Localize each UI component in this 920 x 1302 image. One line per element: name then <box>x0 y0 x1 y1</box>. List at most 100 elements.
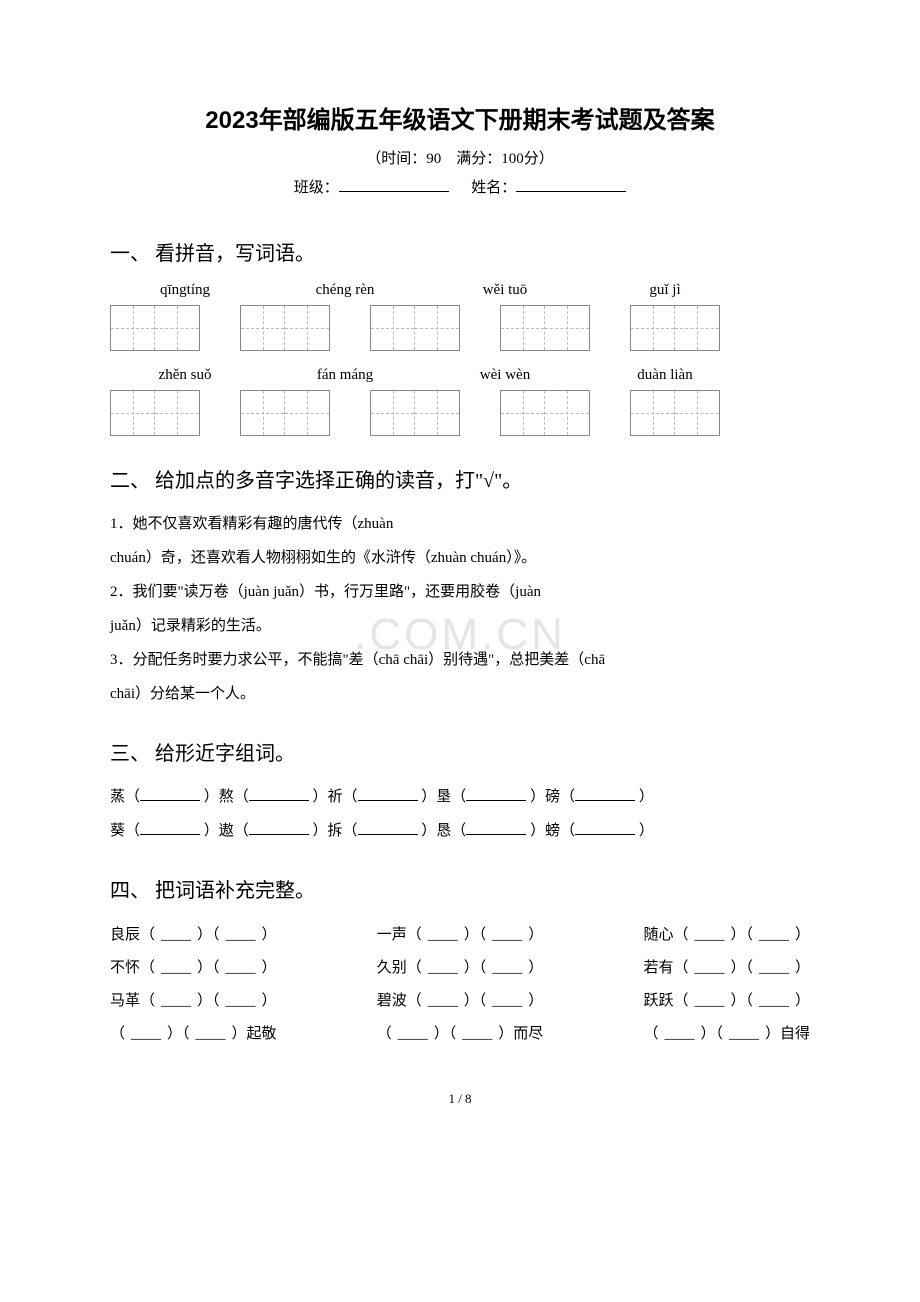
pinyin-label: duàn liàn <box>610 367 720 384</box>
idiom-part: ）起敬 <box>232 1026 277 1042</box>
idiom-part: 马革（ <box>110 993 155 1009</box>
fill-blank[interactable]: ____ <box>486 985 528 1018</box>
char-label: ）拆（ <box>313 823 358 839</box>
pinyin-label: wěi tuō <box>450 282 560 299</box>
idiom-part: 不怀（ <box>110 960 155 976</box>
fill-blank[interactable]: ____ <box>688 919 730 952</box>
fill-blank[interactable]: ____ <box>220 952 262 985</box>
char-grid[interactable] <box>500 390 590 436</box>
fill-blank[interactable] <box>466 786 526 801</box>
fill-blank[interactable]: ____ <box>486 919 528 952</box>
pinyin-row-2: zhěn suǒ fán máng wèi wèn duàn liàn <box>110 367 810 384</box>
fill-blank[interactable]: ____ <box>753 985 795 1018</box>
char-label: 蒸（ <box>110 789 140 805</box>
idiom-part: ） <box>262 993 277 1009</box>
char-label: ） <box>639 789 654 805</box>
pinyin-label: fán máng <box>290 367 400 384</box>
char-grid[interactable] <box>110 390 200 436</box>
pinyin-label: wèi wèn <box>450 367 560 384</box>
name-blank[interactable] <box>516 177 626 192</box>
idiom-part: ）（ <box>464 927 487 943</box>
q2-3b: chāi）分给某一个人。 <box>110 679 810 709</box>
char-grid[interactable] <box>630 305 720 351</box>
fill-blank[interactable] <box>575 820 635 835</box>
fill-blank[interactable]: ____ <box>658 1018 700 1051</box>
char-label: ）遨（ <box>204 823 249 839</box>
char-label: ）恳（ <box>421 823 466 839</box>
section3-row1: 蒸（ ）熬（ ）祈（ ）垦（ ）磅（ ） <box>110 782 810 812</box>
idiom-part: ） <box>262 960 277 976</box>
idiom-row-2: 不怀（____）（____） 久别（____）（____） 若有（____）（_… <box>110 952 810 985</box>
idiom-part: 若有（ <box>643 960 688 976</box>
page-title: 2023年部编版五年级语文下册期末考试题及答案 <box>110 100 810 135</box>
class-blank[interactable] <box>339 177 449 192</box>
q2-1b: chuán）奇，还喜欢看人物栩栩如生的《水浒传（zhuàn chuán）》。 <box>110 543 810 573</box>
idiom-part: （ <box>377 1026 392 1042</box>
idiom-part: （ <box>110 1026 125 1042</box>
char-label: ）磅（ <box>530 789 575 805</box>
fill-blank[interactable]: ____ <box>125 1018 167 1051</box>
idiom-part: ） <box>795 960 810 976</box>
char-grid[interactable] <box>240 390 330 436</box>
fill-blank[interactable] <box>140 786 200 801</box>
char-grid[interactable] <box>240 305 330 351</box>
fill-blank[interactable] <box>140 820 200 835</box>
section3-row2: 葵（ ）遨（ ）拆（ ）恳（ ）螃（ ） <box>110 816 810 846</box>
fill-blank[interactable]: ____ <box>155 985 197 1018</box>
fill-blank[interactable]: ____ <box>155 952 197 985</box>
fill-blank[interactable]: ____ <box>723 1018 765 1051</box>
fill-blank[interactable] <box>249 786 309 801</box>
fill-blank[interactable] <box>466 820 526 835</box>
pinyin-label: chéng rèn <box>290 282 400 299</box>
char-grid[interactable] <box>110 305 200 351</box>
idiom-part: ） <box>795 927 810 943</box>
fill-blank[interactable] <box>358 786 418 801</box>
idiom-part: ） <box>528 927 543 943</box>
fill-blank[interactable]: ____ <box>190 1018 232 1051</box>
q2-3a: 3．分配任务时要力求公平，不能搞"差（chā chāi）别待遇"，总把美差（ch… <box>110 645 810 675</box>
idiom-row-1: 良辰（____）（____） 一声（____）（____） 随心（____）（_… <box>110 919 810 952</box>
idiom-part: ）（ <box>434 1026 457 1042</box>
fill-blank[interactable] <box>249 820 309 835</box>
idiom-part: ）（ <box>464 960 487 976</box>
idiom-part: ） <box>262 927 277 943</box>
fill-blank[interactable]: ____ <box>688 985 730 1018</box>
fill-blank[interactable] <box>358 820 418 835</box>
pinyin-label: guǐ jì <box>610 282 720 299</box>
fill-blank[interactable]: ____ <box>220 985 262 1018</box>
char-grid[interactable] <box>370 390 460 436</box>
idiom-part: ）而尽 <box>498 1026 543 1042</box>
idiom-part: 碧波（ <box>377 993 422 1009</box>
fill-blank[interactable]: ____ <box>753 919 795 952</box>
idiom-part: ）（ <box>197 927 220 943</box>
fill-blank[interactable]: ____ <box>155 919 197 952</box>
pinyin-label: zhěn suǒ <box>130 367 240 384</box>
fill-blank[interactable]: ____ <box>456 1018 498 1051</box>
char-grid[interactable] <box>630 390 720 436</box>
char-grid[interactable] <box>500 305 590 351</box>
section2-title: 二、 给加点的多音字选择正确的读音，打"√"。 <box>110 464 810 493</box>
fill-blank[interactable]: ____ <box>753 952 795 985</box>
idiom-part: ）（ <box>197 960 220 976</box>
time-score: （时间：90 满分：100分） <box>110 147 810 168</box>
name-label: 姓名： <box>471 180 516 196</box>
fill-blank[interactable]: ____ <box>422 919 464 952</box>
idiom-row-4: （____）（____）起敬 （____）（____）而尽 （____）（___… <box>110 1018 810 1051</box>
fill-blank[interactable] <box>575 786 635 801</box>
pinyin-label: qīngtíng <box>130 282 240 299</box>
idiom-part: （ <box>643 1026 658 1042</box>
section3-title: 三、 给形近字组词。 <box>110 737 810 766</box>
fill-blank[interactable]: ____ <box>486 952 528 985</box>
fill-blank[interactable]: ____ <box>688 952 730 985</box>
section4-title: 四、 把词语补充完整。 <box>110 874 810 903</box>
char-grid[interactable] <box>370 305 460 351</box>
fill-blank[interactable]: ____ <box>220 919 262 952</box>
fill-blank[interactable]: ____ <box>422 952 464 985</box>
page-number: 1 / 8 <box>110 1091 810 1107</box>
idiom-part: ）（ <box>464 993 487 1009</box>
char-label: ） <box>639 823 654 839</box>
fill-blank[interactable]: ____ <box>422 985 464 1018</box>
fill-blank[interactable]: ____ <box>392 1018 434 1051</box>
grid-row-2 <box>110 390 810 436</box>
idiom-part: ）（ <box>197 993 220 1009</box>
